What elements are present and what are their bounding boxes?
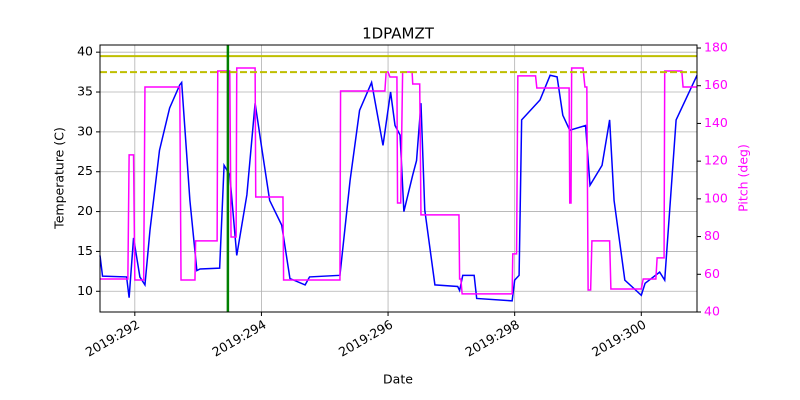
y-tick-label: 30 <box>77 123 93 138</box>
y2-tick-label: 180 <box>704 40 728 55</box>
y2-tick-label: 120 <box>704 153 728 168</box>
x-tick-label: 2019:300 <box>589 317 648 360</box>
y2-axis-label: Pitch (deg) <box>736 144 751 212</box>
y2-tick-label: 40 <box>704 304 720 319</box>
x-tick-label: 2019:294 <box>209 317 268 360</box>
plot-frame <box>99 44 698 313</box>
y-tick-label: 10 <box>77 283 93 298</box>
y-axis-label: Temperature (C) <box>52 127 67 230</box>
y2-tick-label: 160 <box>704 77 728 92</box>
y-tick-label: 25 <box>77 163 93 178</box>
x-tick-label: 2019:296 <box>336 317 395 360</box>
y2-tick-label: 60 <box>704 266 720 281</box>
y-tick-label: 35 <box>77 84 93 99</box>
y2-tick-label: 140 <box>704 115 728 130</box>
y2-tick-label: 100 <box>704 190 728 205</box>
y2-tick-label: 80 <box>704 228 720 243</box>
y-tick-label: 40 <box>77 44 93 59</box>
y-tick-label: 15 <box>77 243 93 258</box>
data-line <box>99 74 698 302</box>
x-tick-label: 2019:292 <box>83 317 142 360</box>
y-tick-label: 20 <box>77 203 93 218</box>
data-line <box>100 67 697 295</box>
x-axis-label: Date <box>383 372 413 387</box>
chart-title: 1DPAMZT <box>362 25 435 43</box>
x-tick-label: 2019:298 <box>463 317 522 360</box>
